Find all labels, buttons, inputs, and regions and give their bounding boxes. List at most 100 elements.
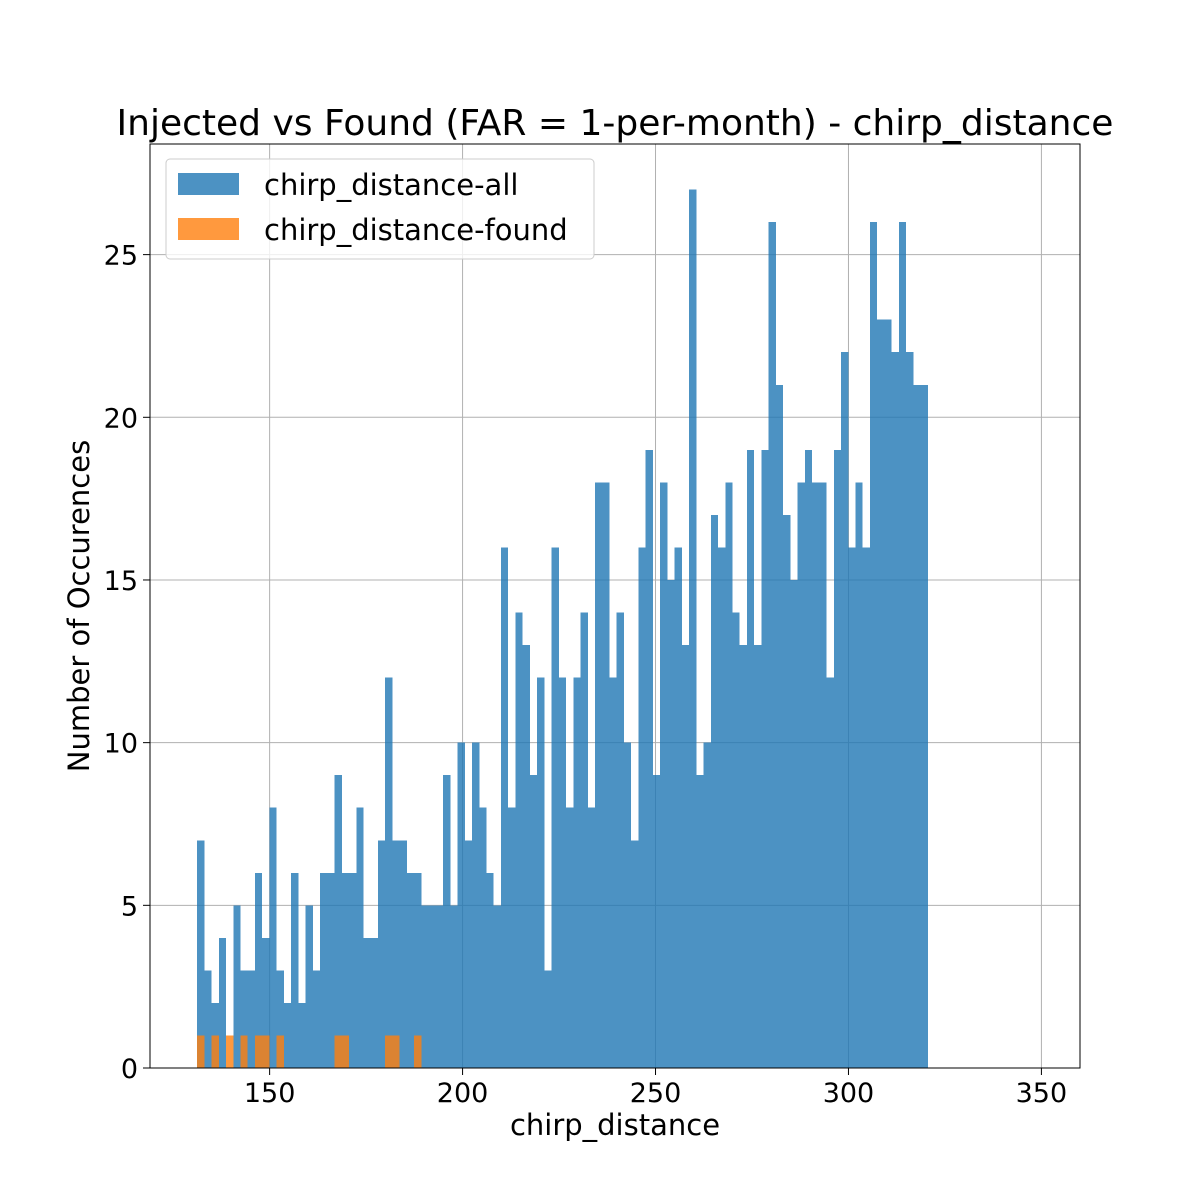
bar-all — [312, 970, 321, 1068]
bar-all — [638, 547, 646, 1068]
bar-all — [276, 970, 284, 1068]
bar-all — [732, 612, 740, 1068]
bar-all — [515, 612, 523, 1068]
bar-all — [696, 775, 704, 1068]
bar-all — [898, 222, 907, 1069]
bar-all — [913, 384, 921, 1068]
bar-all — [761, 449, 769, 1068]
bar-found — [392, 1035, 400, 1068]
bar-all — [457, 742, 465, 1068]
bar-all — [689, 189, 697, 1068]
bar-all — [667, 579, 675, 1068]
bar-all — [681, 645, 690, 1068]
bar-all — [573, 677, 581, 1068]
bar-all — [537, 677, 545, 1068]
bar-found — [276, 1035, 284, 1068]
bar-all — [855, 482, 863, 1068]
y-axis-label: Number of Occurences — [62, 440, 96, 772]
bar-all — [841, 352, 849, 1068]
bar-all — [906, 352, 914, 1068]
bar-all — [652, 775, 661, 1068]
bar-found — [341, 1035, 350, 1068]
y-axis-ticks: 0 5 10 15 20 25 — [104, 241, 150, 1085]
bar-all — [291, 872, 299, 1068]
y-tick-label: 15 — [104, 566, 138, 597]
bar-all — [320, 872, 328, 1068]
bar-all — [522, 645, 530, 1068]
y-tick-label: 10 — [104, 729, 138, 760]
chart-title: Injected vs Found (FAR = 1-per-month) - … — [117, 103, 1114, 144]
bar-all — [775, 384, 784, 1068]
bar-all — [869, 222, 878, 1069]
bar-all — [558, 677, 567, 1068]
bar-all — [414, 872, 422, 1068]
bar-all — [472, 742, 480, 1068]
x-tick-label: 250 — [630, 1078, 682, 1109]
bar-all — [920, 384, 928, 1068]
bar-all — [240, 970, 248, 1068]
bar-all — [790, 579, 798, 1068]
bar-all — [254, 872, 263, 1068]
bar-all — [399, 840, 407, 1068]
bar-all — [493, 905, 501, 1068]
bar-all — [450, 905, 458, 1068]
y-tick-label: 25 — [104, 241, 138, 272]
bar-all — [377, 840, 386, 1068]
bar-all — [262, 937, 270, 1068]
bar-all — [833, 449, 842, 1068]
bar-all — [710, 514, 719, 1068]
bar-all — [718, 547, 726, 1068]
bar-all — [602, 482, 610, 1068]
bar-all — [363, 937, 371, 1068]
bar-all — [739, 645, 747, 1068]
bar-all — [349, 872, 357, 1068]
bar-found — [334, 1035, 342, 1068]
bar-all — [631, 840, 639, 1068]
x-tick-label: 300 — [823, 1078, 875, 1109]
bar-all — [392, 840, 400, 1068]
bar-all — [218, 937, 227, 1068]
bar-all — [305, 905, 313, 1068]
series-found-bars — [197, 1035, 422, 1068]
bar-found — [262, 1035, 270, 1068]
bar-all — [660, 482, 668, 1068]
x-axis-label: chirp_distance — [510, 1108, 720, 1142]
bar-all — [435, 905, 444, 1068]
bar-all — [298, 1002, 306, 1068]
bar-all — [595, 482, 603, 1068]
bar-all — [529, 775, 538, 1068]
bar-all — [341, 872, 350, 1068]
bar-found — [211, 1035, 219, 1068]
legend-label-found: chirp_distance-found — [264, 213, 568, 247]
bar-all — [269, 807, 277, 1068]
bar-all — [891, 352, 899, 1068]
bar-all — [551, 547, 559, 1068]
bar-all — [587, 807, 596, 1068]
bar-all — [479, 807, 487, 1068]
bar-all — [421, 905, 429, 1068]
bar-all — [725, 482, 733, 1068]
bar-found — [254, 1035, 263, 1068]
x-tick-label: 200 — [437, 1078, 489, 1109]
bar-found — [414, 1035, 422, 1068]
bar-all — [334, 775, 342, 1068]
bar-all — [233, 905, 241, 1068]
x-tick-label: 350 — [1016, 1078, 1068, 1109]
x-axis-ticks: 150 200 250 300 350 — [244, 1068, 1067, 1109]
bar-found — [385, 1035, 393, 1068]
y-tick-label: 5 — [121, 891, 138, 922]
bar-all — [703, 742, 711, 1068]
bar-all — [819, 482, 827, 1068]
bar-all — [500, 547, 509, 1068]
bar-all — [884, 319, 892, 1068]
legend-swatch-found — [178, 218, 239, 240]
bar-all — [197, 840, 205, 1068]
bar-all — [486, 872, 494, 1068]
bar-all — [443, 775, 451, 1068]
bar-all — [283, 1002, 292, 1068]
bar-all — [406, 872, 415, 1068]
bar-all — [645, 449, 653, 1068]
bar-all — [385, 677, 393, 1068]
bar-all — [768, 222, 776, 1069]
